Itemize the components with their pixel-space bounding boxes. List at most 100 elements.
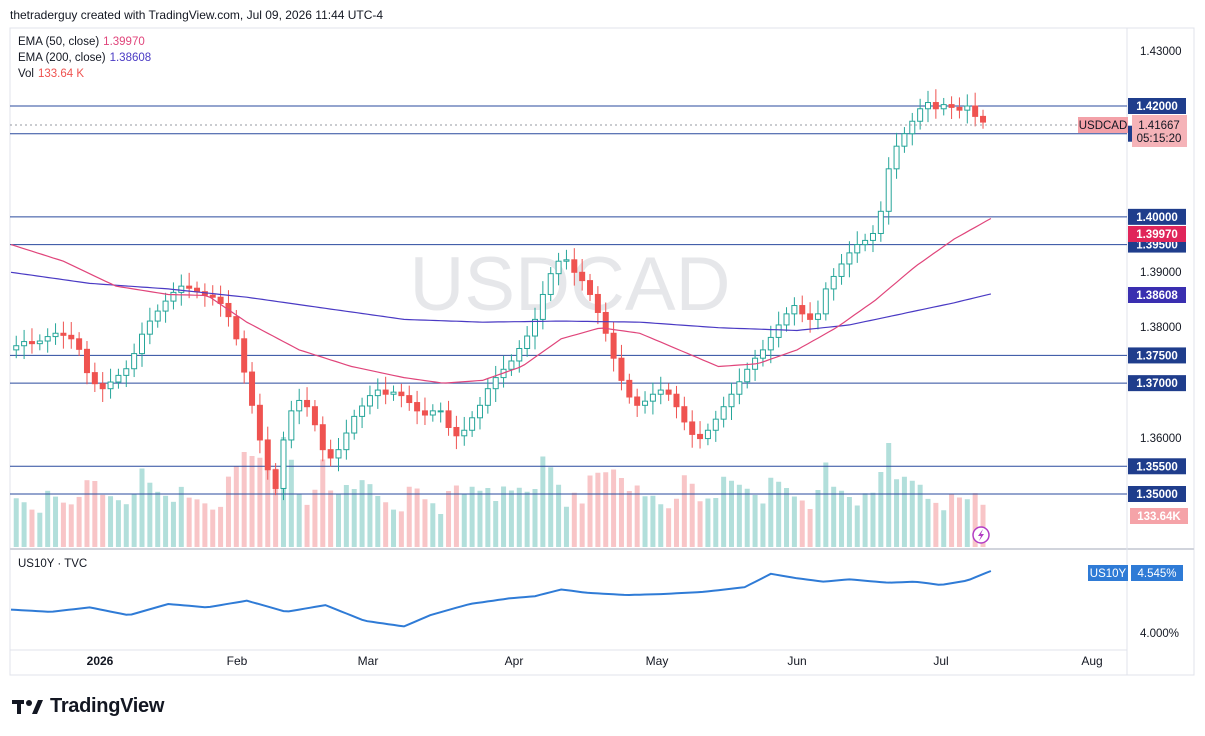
price-candles — [13, 89, 987, 501]
candle-body — [76, 338, 83, 350]
symbol-badge — [1078, 117, 1128, 133]
volume-bar — [375, 496, 381, 547]
candle-body — [359, 405, 366, 417]
volume-bar — [673, 498, 679, 547]
candle-body — [594, 293, 601, 313]
level-badge — [1128, 458, 1186, 475]
volume-bar — [37, 512, 43, 547]
candle-body — [288, 410, 295, 441]
candle-body — [917, 108, 924, 122]
legend-ema200[interactable]: EMA (200, close) 1.38608 — [18, 52, 151, 64]
candle-body — [579, 271, 586, 282]
candle-body — [469, 417, 476, 431]
symbol-badge-name: USDCAD — [1079, 120, 1128, 132]
candle-body — [123, 368, 130, 376]
volume-bar — [579, 503, 585, 547]
volume-bar — [446, 491, 452, 547]
volume-badge — [1130, 508, 1188, 524]
legend-volume[interactable]: Vol 133.64 K — [18, 68, 84, 80]
legend-ema200-value: 1.38608 — [109, 52, 152, 64]
level-badge — [1128, 486, 1186, 502]
volume-bar — [241, 452, 247, 547]
volume-bar — [524, 491, 530, 547]
volume-bar — [186, 497, 192, 547]
y-tick-label: 1.36000 — [1140, 433, 1182, 445]
ema200-badge-value: 1.38608 — [1136, 290, 1178, 302]
candle-body — [272, 469, 279, 489]
volume-bar — [76, 496, 82, 547]
volume-bar — [784, 488, 790, 547]
volume-bar — [760, 503, 766, 547]
volume-bar — [870, 492, 876, 547]
y-tick-label: 1.38000 — [1140, 322, 1182, 334]
candle-body — [36, 340, 43, 345]
candle-body — [194, 287, 201, 293]
volume-bar — [563, 506, 569, 547]
candle-body — [547, 273, 554, 295]
volume-bar — [288, 459, 294, 547]
volume-bar — [68, 504, 74, 547]
volume-bar — [776, 481, 782, 547]
volume-bar — [823, 462, 829, 547]
x-tick-label: 2026 — [87, 654, 114, 668]
candle-body — [508, 360, 515, 370]
candle-body — [532, 318, 538, 337]
volume-bar — [658, 504, 664, 547]
legend-vol-label: Vol — [18, 68, 34, 80]
volume-bar — [807, 509, 813, 547]
volume-bar — [949, 493, 955, 547]
candle-body — [759, 349, 766, 359]
candle-body — [280, 439, 287, 489]
volume-bar — [406, 486, 412, 547]
volume-bar — [383, 502, 389, 547]
volume-bar — [273, 468, 279, 547]
candle-body — [775, 324, 782, 338]
volume-bar — [516, 487, 522, 547]
candle-body — [414, 402, 421, 412]
x-tick-label: Apr — [505, 654, 524, 668]
candle-body — [461, 429, 468, 437]
volume-bar — [689, 483, 695, 547]
volume-bar — [721, 476, 727, 547]
volume-bar — [956, 497, 962, 547]
volume-bar — [115, 500, 121, 547]
candle-body — [665, 389, 672, 395]
candle-body — [437, 410, 444, 413]
candle-body — [170, 291, 177, 302]
candle-body — [587, 280, 594, 295]
legend-ema50[interactable]: EMA (50, close) 1.39970 — [18, 36, 145, 48]
volume-bar — [854, 505, 860, 547]
volume-bar — [257, 457, 263, 547]
sub-pane-label: US10Y · TVC — [18, 558, 87, 570]
volume-bar — [736, 484, 742, 547]
candle-body — [634, 396, 641, 406]
candle-body — [178, 285, 185, 293]
candle-body — [539, 293, 546, 320]
candle-body — [862, 239, 869, 246]
candle-body — [799, 305, 806, 315]
volume-bar — [53, 496, 59, 547]
lightning-icon[interactable] — [972, 526, 990, 544]
candle-body — [767, 336, 774, 351]
last-price-value: 1.41667 — [1138, 120, 1180, 132]
candle-body — [642, 400, 649, 406]
candle-body — [720, 406, 727, 420]
volume-bar — [980, 504, 986, 547]
candle-body — [217, 296, 224, 304]
candle-body — [822, 288, 829, 315]
candle-body — [296, 399, 303, 412]
chart-frame — [9, 27, 1195, 676]
volume-bar — [540, 456, 546, 547]
candle-body — [146, 320, 153, 335]
chart-credit: thetraderguy created with TradingView.co… — [10, 8, 384, 22]
legend-ema50-value: 1.39970 — [103, 36, 145, 48]
candle-body — [728, 393, 735, 408]
candle-body — [964, 105, 971, 111]
level-badge — [1128, 347, 1186, 364]
volume-bar — [29, 509, 35, 547]
tradingview-brand[interactable]: TradingView — [12, 695, 164, 718]
volume-badge-value: 133.64K — [1137, 511, 1181, 523]
candle-body — [673, 393, 680, 408]
volume-bar — [587, 475, 593, 547]
